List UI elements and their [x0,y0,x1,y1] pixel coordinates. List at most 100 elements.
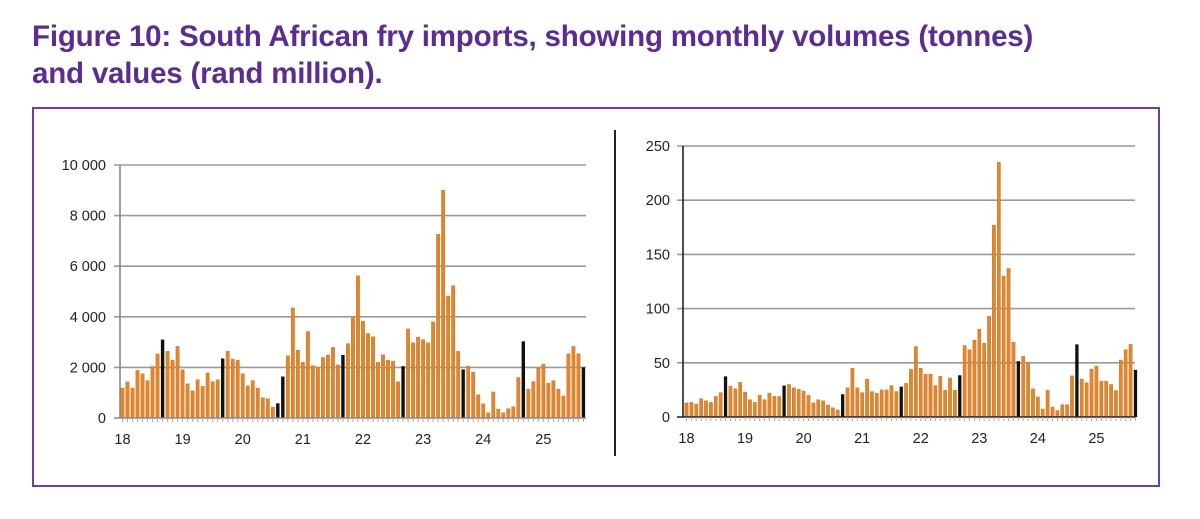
value-bar [1099,381,1104,418]
value-bar [689,402,694,418]
volume-bar-highlight [276,403,280,418]
value-bar [752,402,757,418]
volume-y-tick-label: 0 [98,411,106,427]
value-bar [733,388,738,418]
volume-bar [386,360,390,419]
value-bar [1084,382,1089,418]
volume-bar [260,397,265,419]
volume-y-tick-label: 8 000 [70,209,106,225]
volume-bar [190,390,195,419]
value-bar [933,385,938,418]
value-bar-highlight [841,394,845,417]
volume-bar [321,357,325,419]
volume-bar [571,346,576,419]
value-bar [713,396,718,418]
volume-bar [481,403,486,419]
volume-bar [351,317,355,419]
value-bar [826,404,830,418]
volume-x-tick-label: 18 [114,432,130,448]
value-bar [738,382,743,418]
volume-bar [150,366,155,419]
value-bar [757,395,762,418]
volume-bar [471,372,476,419]
value-bar [1040,408,1045,418]
volume-bar [511,406,516,419]
value-bar [816,399,821,418]
value-bar [845,387,850,418]
volume-bar [125,381,130,419]
value-bar [923,373,928,418]
volume-bar [416,336,420,419]
value-bar-highlight [1016,361,1020,417]
value-bar [943,390,947,418]
volume-bar [396,381,400,419]
volume-bar [155,353,160,419]
value-bar [962,345,967,418]
value-bar [1128,344,1133,418]
volume-bar [185,383,190,419]
value-x-tick-label: 22 [913,431,929,447]
value-bar [811,402,816,418]
volume-bar [371,336,375,419]
value-bar [709,402,713,418]
value-bar [748,399,752,418]
value-bar [762,399,767,418]
volume-bar [290,307,295,419]
value-bar [1104,381,1109,418]
volume-bar [195,379,200,419]
volume-x-tick-label: 21 [295,432,311,448]
value-bar [1036,396,1040,418]
volume-bar [255,387,260,419]
value-bar [996,162,1001,418]
volume-bar [305,331,310,419]
value-bar [889,385,894,418]
volume-bar [566,353,571,419]
volume-bar [336,364,340,419]
value-bar [860,392,865,418]
volume-bar [411,342,415,419]
value-bar [1079,378,1084,418]
value-bar [796,389,801,418]
value-x-tick-label: 20 [796,431,812,447]
volume-bar [326,354,330,419]
value-bar [821,400,825,418]
value-bar [914,346,918,418]
volume-bar [270,406,275,419]
value-bar [855,387,860,418]
volume-bar-highlight [521,341,525,418]
value-bar [728,385,733,418]
figure-title: Figure 10: South African fry imports, sh… [32,18,1172,92]
value-bar [806,395,811,418]
volume-bar [536,367,541,419]
volume-bar [376,362,380,419]
volume-bar [561,395,566,419]
volume-bar [346,343,350,419]
value-bar [1021,356,1026,418]
volume-x-tick-label: 19 [175,432,191,448]
volume-bar [145,380,150,419]
value-bar-highlight [899,386,903,417]
volume-bar [165,351,170,419]
volume-bar-highlight [281,376,285,418]
volume-bar [406,328,410,419]
value-bar [884,389,889,418]
value-bar [1026,362,1030,418]
value-bar [1123,349,1128,418]
volume-bar [531,381,536,419]
value-bar [894,391,899,418]
volume-bar [496,408,501,419]
volume-bar [576,353,581,419]
value-y-tick-label: 200 [646,193,670,209]
value-bar [938,376,943,418]
value-bar [1094,365,1099,418]
value-bar [987,315,991,418]
value-bar [879,389,884,418]
volume-bar [476,394,481,419]
value-bar [699,398,703,418]
value-bar [1118,359,1123,418]
value-bar [865,378,869,418]
value-y-tick-label: 0 [662,410,670,426]
volume-bar-highlight [581,367,586,418]
volume-bar [506,408,511,419]
figure-frame [32,107,1160,487]
